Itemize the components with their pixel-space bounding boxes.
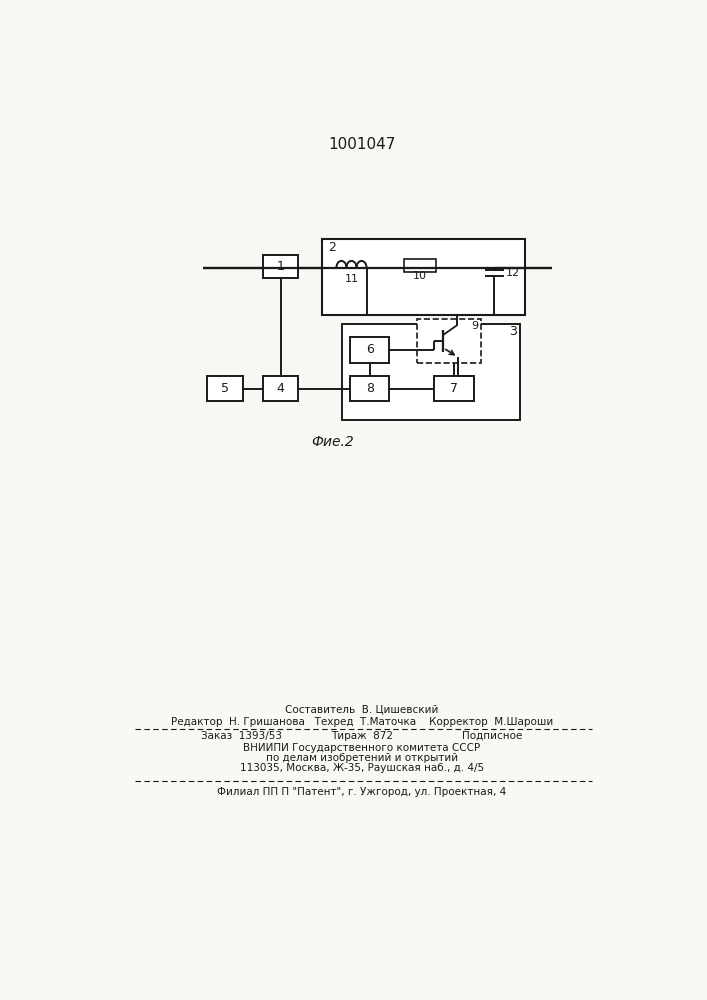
Text: 4: 4 xyxy=(276,382,284,395)
Text: 1001047: 1001047 xyxy=(328,137,396,152)
Text: Редактор  Н. Гришанова   Техред  Т.Маточка    Корректор  М.Шароши: Редактор Н. Гришанова Техред Т.Маточка К… xyxy=(171,717,553,727)
Bar xyxy=(207,376,243,401)
Text: Подписное: Подписное xyxy=(462,731,522,741)
Text: Составитель  В. Цишевский: Составитель В. Цишевский xyxy=(285,704,438,714)
Text: 9: 9 xyxy=(472,321,479,331)
Text: по делам изобретений и открытий: по делам изобретений и открытий xyxy=(266,753,458,763)
Bar xyxy=(417,319,481,363)
Text: Фие.2: Фие.2 xyxy=(312,435,354,449)
Text: 8: 8 xyxy=(366,382,374,395)
Bar xyxy=(263,376,298,401)
Bar xyxy=(351,376,389,401)
Text: 2: 2 xyxy=(328,241,336,254)
Text: Тираж  872: Тираж 872 xyxy=(331,731,393,741)
Bar xyxy=(434,376,474,401)
Text: 1: 1 xyxy=(276,260,284,273)
Text: Заказ  1393/53: Заказ 1393/53 xyxy=(201,731,282,741)
Text: 113035, Москва, Ж-35, Раушская наб., д. 4/5: 113035, Москва, Ж-35, Раушская наб., д. … xyxy=(240,763,484,773)
Text: 10: 10 xyxy=(413,271,427,281)
Bar xyxy=(404,259,436,272)
Bar xyxy=(322,239,525,315)
Text: 3: 3 xyxy=(509,325,517,338)
Bar xyxy=(341,324,520,420)
Text: Филиал ПП П "Патент", г. Ужгород, ул. Проектная, 4: Филиал ПП П "Патент", г. Ужгород, ул. Пр… xyxy=(217,787,507,797)
Text: 7: 7 xyxy=(450,382,458,395)
Bar xyxy=(351,337,389,363)
Text: 12: 12 xyxy=(506,268,520,278)
Text: 5: 5 xyxy=(221,382,229,395)
Text: 6: 6 xyxy=(366,343,373,356)
Text: 11: 11 xyxy=(344,274,358,284)
Bar xyxy=(263,255,298,278)
Text: ВНИИПИ Государственного комитета СССР: ВНИИПИ Государственного комитета СССР xyxy=(243,743,481,753)
